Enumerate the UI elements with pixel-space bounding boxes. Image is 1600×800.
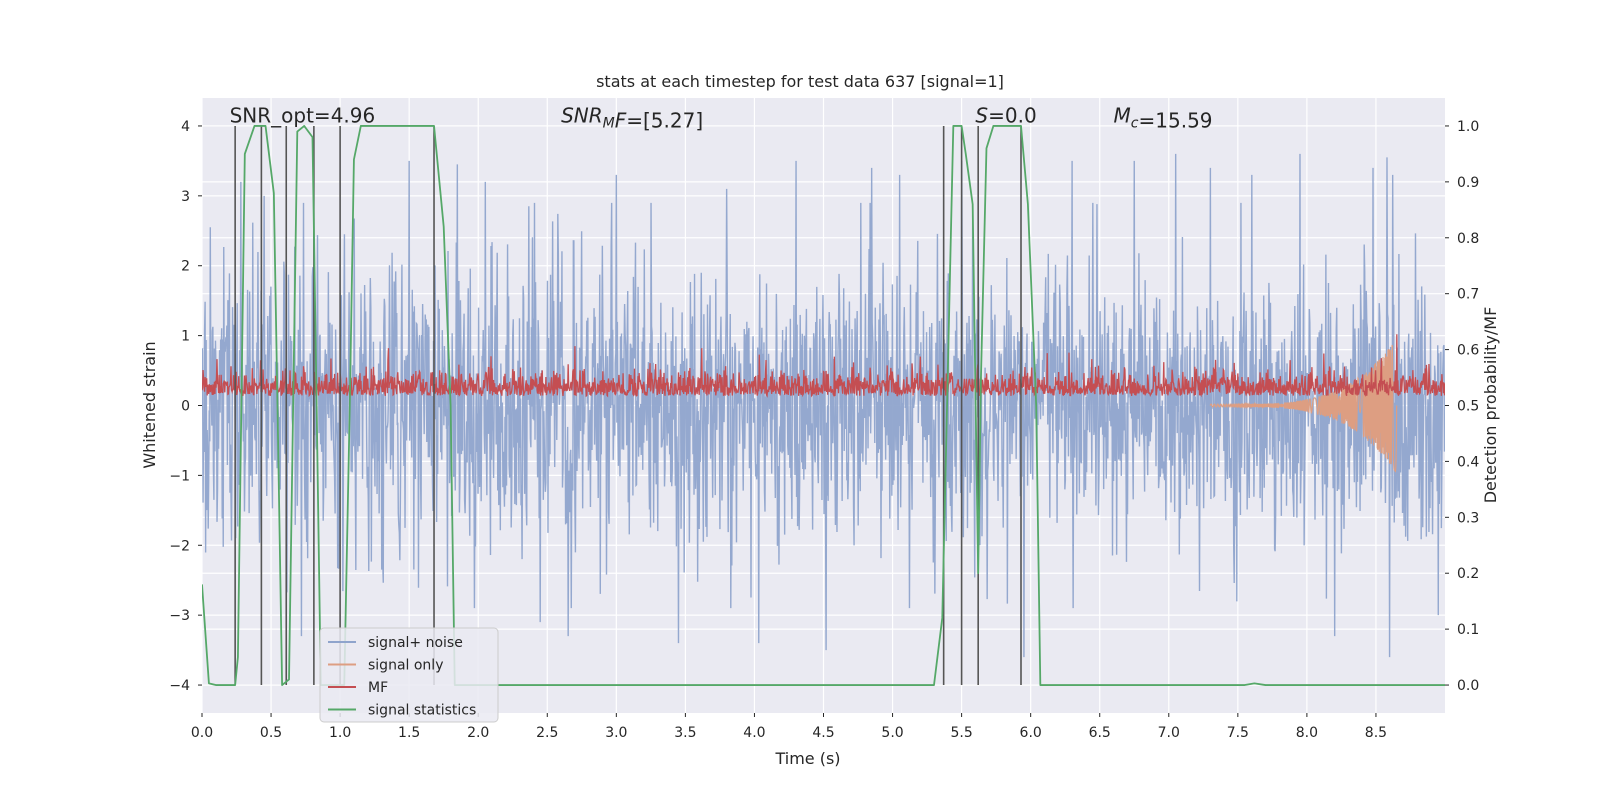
y2-tick-label: 0.1 xyxy=(1457,622,1479,638)
plot-series xyxy=(202,125,1445,686)
y-tick-label: −4 xyxy=(169,678,190,694)
y2-axis-ticks: 0.0 0.1 0.2 0.3 0.4 0.5 0.6 0.7 0.8 0.9 1.0 xyxy=(1445,119,1479,694)
x-axis-ticks: 0.0 0.5 1.0 1.5 2.0 2.5 3.0 3.5 4.0 4.5 5.0 5.5 6.0 6… xyxy=(191,713,1387,741)
legend-entry: signal+ noise xyxy=(368,635,463,651)
y2-tick-label: 0.8 xyxy=(1457,231,1479,247)
x-tick-label: 0.5 xyxy=(260,725,282,741)
annotation-3: Mc=15.59 xyxy=(1114,103,1213,132)
x-tick-label: 4.5 xyxy=(812,725,834,741)
series-signal-statistics-line xyxy=(202,125,1445,686)
x-tick-label: 1.5 xyxy=(398,725,420,741)
y-tick-label: 1 xyxy=(181,329,190,345)
x-tick-label: 2.0 xyxy=(467,725,489,741)
x-tick-label: 8.5 xyxy=(1365,725,1387,741)
legend: signal+ noise signal only MF signal statist… xyxy=(319,627,499,723)
x-tick-label: 1.0 xyxy=(329,725,351,741)
x-tick-label: 8.0 xyxy=(1296,725,1318,741)
y2-tick-label: 0.2 xyxy=(1457,566,1479,582)
y-tick-label: 4 xyxy=(181,119,190,135)
legend-box xyxy=(319,627,499,723)
legend-entry: MF xyxy=(368,680,388,696)
annotation-0: SNR_opt=4.96 xyxy=(230,103,376,127)
plot-area xyxy=(201,98,1445,713)
x-tick-label: 2.5 xyxy=(536,725,558,741)
y2-tick-label: 0.4 xyxy=(1457,454,1479,470)
x-tick-label: 3.0 xyxy=(605,725,627,741)
y2-tick-label: 0.9 xyxy=(1457,175,1479,191)
x-tick-label: 7.5 xyxy=(1227,725,1249,741)
y-tick-label: −3 xyxy=(169,608,190,624)
x-tick-label: 5.5 xyxy=(950,725,972,741)
series-mf-line xyxy=(202,334,1445,398)
annotation-2: S=0.0 xyxy=(975,103,1036,127)
annotation-1: SNRMF=[5.27] xyxy=(561,103,703,132)
y-tick-label: 3 xyxy=(181,189,190,205)
x-tick-label: 4.0 xyxy=(743,725,765,741)
x-tick-label: 7.0 xyxy=(1158,725,1180,741)
y2-tick-label: 1.0 xyxy=(1457,119,1479,135)
legend-entry: signal only xyxy=(368,658,443,674)
annotations: SNR_opt=4.96 SNRMF=[5.27] S=0.0 Mc=15.59 xyxy=(230,103,1213,132)
x-tick-label: 6.0 xyxy=(1020,725,1042,741)
y2-tick-label: 0.3 xyxy=(1457,510,1479,526)
y-tick-label: −2 xyxy=(169,538,190,554)
chart-title: stats at each timestep for test data 637… xyxy=(596,72,1004,91)
y-tick-label: 2 xyxy=(181,259,190,275)
y2-tick-label: 0.5 xyxy=(1457,399,1479,415)
x-tick-label: 6.5 xyxy=(1089,725,1111,741)
y-axis-label: Whitened strain xyxy=(140,341,159,468)
x-tick-label: 3.5 xyxy=(674,725,696,741)
y2-axis-label: Detection probability/MF xyxy=(1481,307,1500,504)
y2-tick-label: 0.7 xyxy=(1457,287,1479,303)
x-axis-label: Time (s) xyxy=(774,749,840,768)
y2-tick-label: 0.0 xyxy=(1457,678,1479,694)
x-tick-label: 5.0 xyxy=(881,725,903,741)
legend-entry: signal statistics xyxy=(368,703,476,719)
y-tick-label: 0 xyxy=(181,399,190,415)
y-tick-label: −1 xyxy=(169,468,190,484)
series-signal-only-line xyxy=(1209,345,1398,473)
y-axis-ticks: −4 −3 −2 −1 0 1 2 3 4 xyxy=(169,119,202,694)
y2-tick-label: 0.6 xyxy=(1457,343,1479,359)
x-tick-label: 0.0 xyxy=(191,725,213,741)
